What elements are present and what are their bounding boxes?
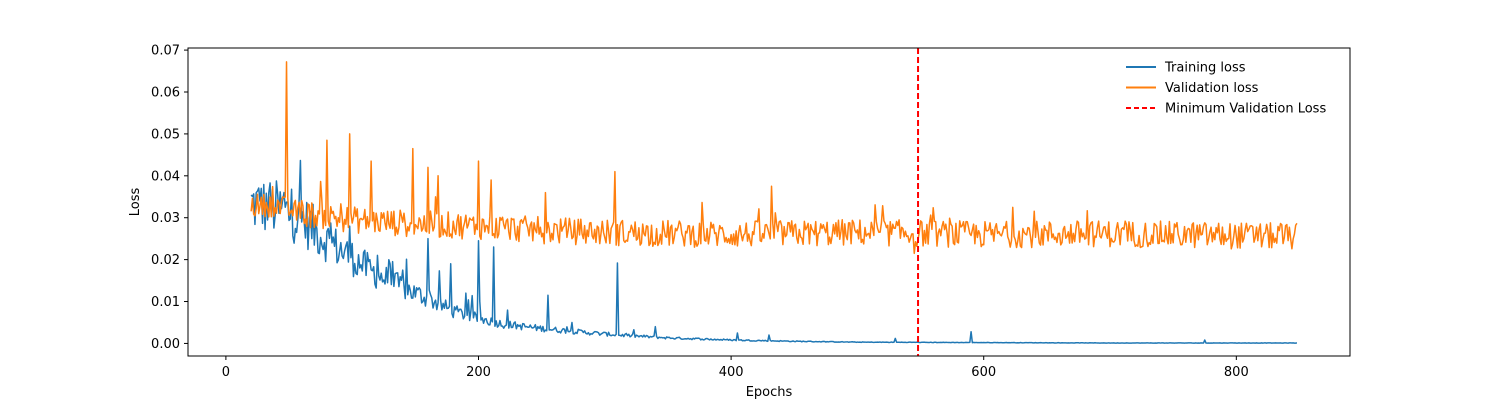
y-tick-label: 0.03	[151, 211, 180, 226]
legend-label: Minimum Validation Loss	[1165, 102, 1326, 117]
series-line-validation-loss	[250, 61, 1298, 255]
x-tick-label: 400	[719, 365, 744, 380]
x-axis-label: Epochs	[746, 385, 793, 400]
x-tick-label: 200	[466, 365, 491, 380]
x-tick-label: 600	[971, 365, 996, 380]
y-axis-ticks: 0.00 0.01 0.02 0.03 0.04 0.05 0.06 0.07	[151, 44, 188, 352]
series-line-training-loss	[250, 159, 1298, 344]
x-axis-ticks: 0 200 400 600 800	[222, 356, 1249, 380]
y-tick-label: 0.07	[151, 44, 180, 59]
y-axis-label: Loss	[128, 188, 143, 217]
legend-label: Training loss	[1164, 61, 1246, 76]
y-tick-label: 0.01	[151, 295, 180, 310]
legend-label: Validation loss	[1165, 81, 1259, 96]
y-tick-label: 0.06	[151, 86, 180, 101]
y-tick-label: 0.00	[151, 337, 180, 352]
x-tick-label: 0	[222, 365, 230, 380]
y-tick-label: 0.05	[151, 127, 180, 142]
legend-item-validation-loss: Validation loss	[1126, 81, 1259, 96]
legend: Training loss Validation loss Minimum Vali…	[1126, 61, 1326, 117]
legend-item-min-validation-loss: Minimum Validation Loss	[1126, 102, 1326, 117]
series-lines	[250, 61, 1298, 344]
x-tick-label: 800	[1224, 365, 1249, 380]
y-tick-label: 0.02	[151, 253, 180, 268]
y-tick-label: 0.04	[151, 169, 180, 184]
legend-item-training-loss: Training loss	[1126, 61, 1246, 76]
plot-frame	[187, 47, 1351, 357]
